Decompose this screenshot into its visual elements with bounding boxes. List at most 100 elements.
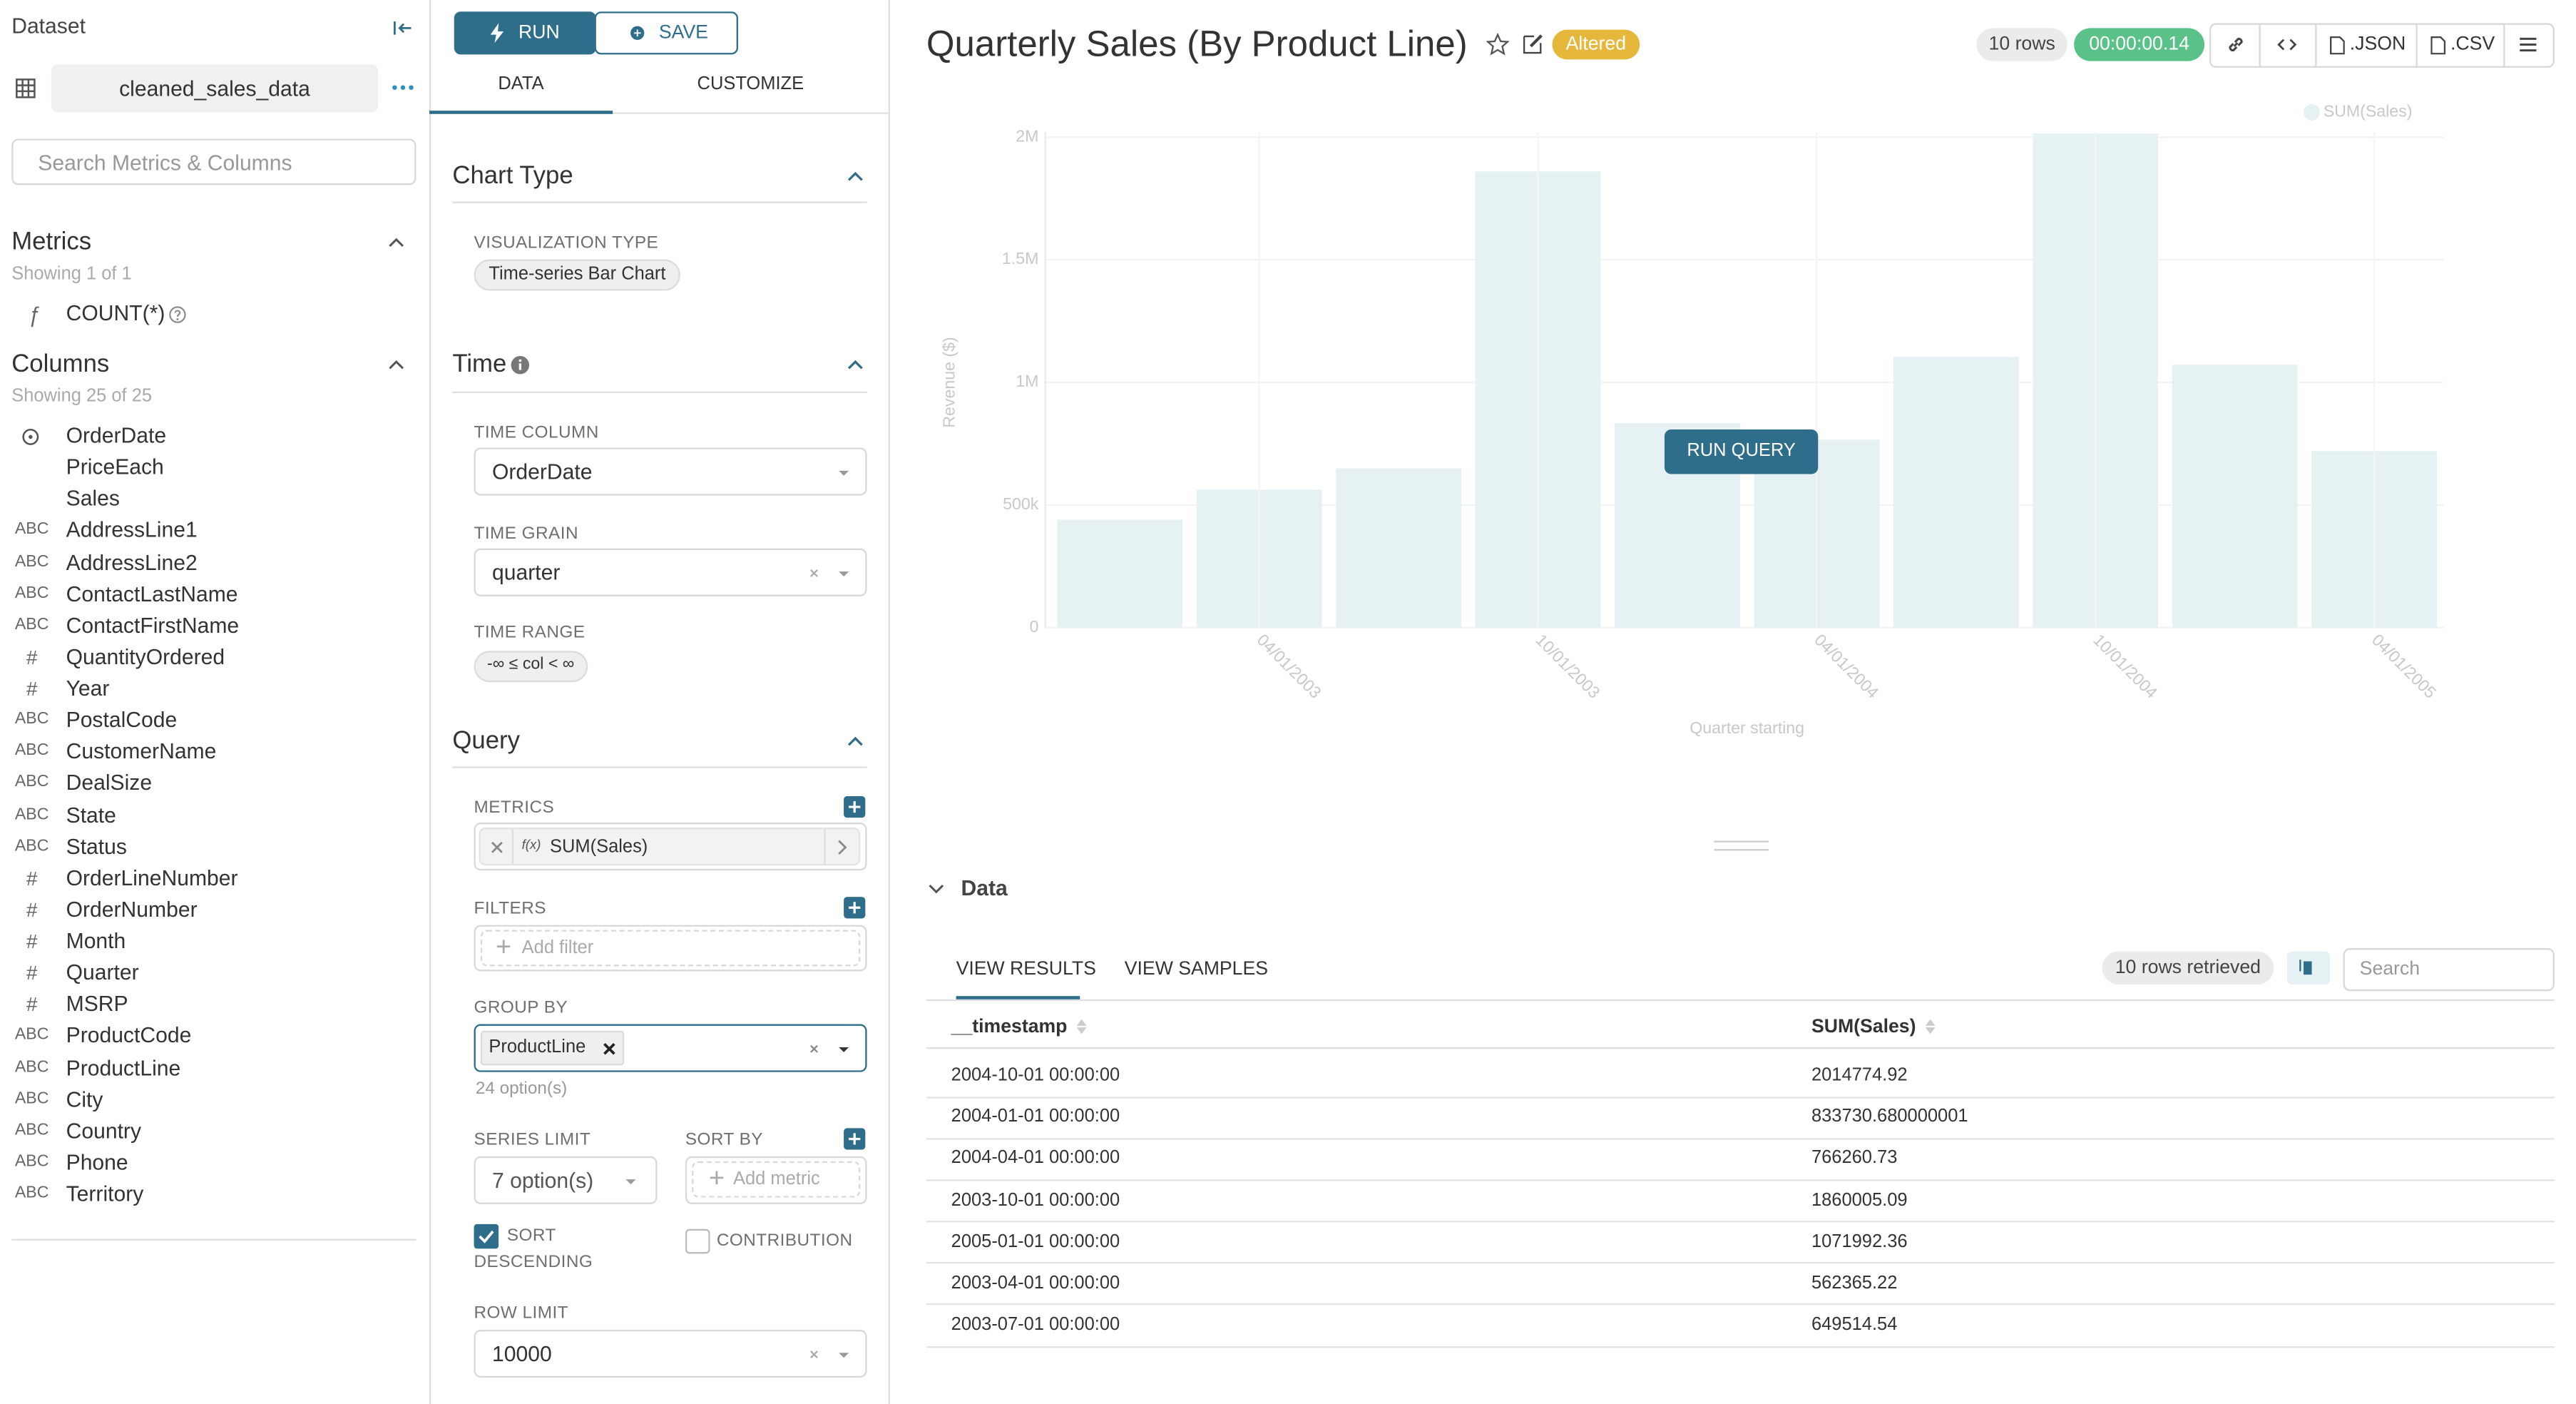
column-name[interactable]: ProductLine bbox=[66, 1054, 181, 1080]
menu-button[interactable] bbox=[2518, 35, 2538, 55]
tab[interactable]: VIEW RESULTS bbox=[956, 960, 1096, 980]
icon-path bbox=[710, 1171, 724, 1185]
tab[interactable]: DATA bbox=[498, 74, 544, 94]
column-name[interactable]: QuantityOrdered bbox=[66, 644, 225, 669]
field-label: TIME RANGE bbox=[474, 622, 586, 643]
column-header[interactable]: __timestamp bbox=[951, 1014, 1088, 1041]
tab[interactable]: CUSTOMIZE bbox=[697, 74, 804, 94]
embed-button[interactable] bbox=[2277, 35, 2297, 55]
add-button[interactable] bbox=[844, 1128, 866, 1150]
column-type: ABC bbox=[14, 742, 49, 760]
edit-icon[interactable] bbox=[1523, 33, 1544, 54]
tabs-border bbox=[429, 112, 889, 114]
column-name[interactable]: ContactLastName bbox=[66, 581, 238, 606]
column-name[interactable]: ContactFirstName bbox=[66, 612, 240, 638]
y-tick-label: 1.5M bbox=[1002, 249, 1038, 268]
select[interactable]: 10000 bbox=[474, 1329, 867, 1378]
metric-icon: f(x) bbox=[521, 837, 541, 853]
element bbox=[22, 428, 39, 445]
icon-path bbox=[174, 310, 181, 317]
bar bbox=[1336, 468, 1462, 628]
x-tick-label: 10/01/2003 bbox=[1532, 631, 1603, 702]
field-label: SERIES LIMIT bbox=[474, 1129, 591, 1150]
column-name[interactable]: OrderDate bbox=[66, 422, 167, 448]
select[interactable]: 7 option(s) bbox=[474, 1156, 658, 1204]
add-metric[interactable]: Add metric bbox=[692, 1161, 861, 1198]
column-name[interactable]: OrderLineNumber bbox=[66, 865, 238, 890]
select[interactable]: quarter bbox=[474, 548, 867, 596]
add-button[interactable] bbox=[844, 796, 866, 818]
column-type: ABC bbox=[14, 1184, 49, 1203]
a bbox=[2315, 23, 2317, 68]
cell: 766260.73 bbox=[1811, 1148, 1898, 1169]
column-name[interactable]: CustomerName bbox=[66, 738, 217, 764]
json-button[interactable]: .JSON bbox=[2330, 31, 2406, 58]
viz-type[interactable]: Time-series Bar Chart bbox=[474, 259, 681, 291]
column-name[interactable]: Year bbox=[66, 675, 110, 701]
run-query-button[interactable]: RUN QUERY bbox=[1664, 429, 1819, 474]
column-name[interactable]: PostalCode bbox=[66, 707, 178, 733]
dataset-box: cleaned_sales_data bbox=[51, 64, 379, 113]
csv-button[interactable]: .CSV bbox=[2431, 31, 2495, 58]
sort-icon[interactable] bbox=[1077, 1019, 1088, 1035]
tab[interactable]: VIEW SAMPLES bbox=[1124, 960, 1269, 980]
column-name[interactable]: Country bbox=[66, 1117, 142, 1143]
a bbox=[2416, 23, 2418, 68]
column-name[interactable]: Phone bbox=[66, 1149, 128, 1174]
group-pill: ProductLine bbox=[480, 1030, 624, 1066]
select[interactable]: OrderDate bbox=[474, 447, 867, 496]
icon-path bbox=[847, 360, 863, 370]
column-name[interactable]: State bbox=[66, 802, 116, 827]
column-name[interactable]: MSRP bbox=[66, 991, 128, 1017]
column-name[interactable]: PriceEach bbox=[66, 454, 164, 479]
column-name[interactable]: City bbox=[66, 1086, 103, 1112]
save-button[interactable]: SAVE bbox=[594, 11, 738, 55]
clear bbox=[810, 569, 818, 577]
add-filter[interactable]: Add filter bbox=[480, 930, 861, 967]
column-type: ABC bbox=[14, 805, 49, 824]
icon-path bbox=[479, 1230, 494, 1243]
chevron-down[interactable] bbox=[926, 879, 946, 899]
x-tick-label: 10/01/2004 bbox=[2090, 631, 2161, 702]
column-name[interactable]: DealSize bbox=[66, 770, 153, 795]
group-by-select[interactable]: ProductLine bbox=[474, 1024, 867, 1072]
icon-path bbox=[2303, 961, 2312, 975]
copy-button[interactable] bbox=[2286, 951, 2331, 985]
caret bbox=[839, 470, 849, 476]
checkbox-checked[interactable] bbox=[474, 1224, 499, 1249]
column-name[interactable]: AddressLine1 bbox=[66, 517, 198, 543]
element bbox=[29, 434, 33, 439]
star-icon[interactable] bbox=[1486, 33, 1510, 56]
metric-pill[interactable]: f(x) SUM(Sales) bbox=[479, 828, 861, 866]
table-search[interactable]: Search bbox=[2343, 948, 2555, 992]
checkbox[interactable] bbox=[685, 1228, 710, 1254]
tab-underline bbox=[956, 996, 1080, 999]
more-icon[interactable] bbox=[392, 78, 414, 98]
action-group bbox=[2209, 23, 2555, 68]
run-button[interactable]: RUN bbox=[454, 11, 596, 55]
cell: 2014774.92 bbox=[1811, 1065, 1908, 1086]
column-name[interactable]: Month bbox=[66, 928, 126, 953]
column-header[interactable]: SUM(Sales) bbox=[1811, 1014, 1936, 1041]
file-icon bbox=[2330, 36, 2345, 55]
column-name[interactable]: ProductCode bbox=[66, 1023, 192, 1048]
element bbox=[176, 317, 179, 320]
add-button[interactable] bbox=[844, 897, 866, 919]
link-button[interactable] bbox=[2226, 35, 2246, 55]
column-name[interactable]: Territory bbox=[66, 1181, 144, 1206]
y-axis-title: Revenue ($) bbox=[939, 337, 958, 427]
a bbox=[2503, 23, 2505, 68]
time-range[interactable]: -∞ ≤ col < ∞ bbox=[474, 651, 588, 683]
column-name[interactable]: Status bbox=[66, 833, 127, 859]
element bbox=[392, 85, 397, 90]
collapse-icon[interactable] bbox=[393, 18, 413, 38]
column-name[interactable]: AddressLine2 bbox=[66, 549, 198, 574]
search-input[interactable]: Search Metrics & Columns bbox=[11, 138, 416, 185]
sort-icon[interactable] bbox=[1926, 1019, 1936, 1035]
column-name[interactable]: Sales bbox=[66, 486, 120, 512]
column-name[interactable]: Quarter bbox=[66, 960, 139, 985]
column-name[interactable]: OrderNumber bbox=[66, 896, 198, 922]
cell: 562365.22 bbox=[1811, 1273, 1898, 1293]
field-label: VISUALIZATION TYPE bbox=[474, 233, 659, 253]
